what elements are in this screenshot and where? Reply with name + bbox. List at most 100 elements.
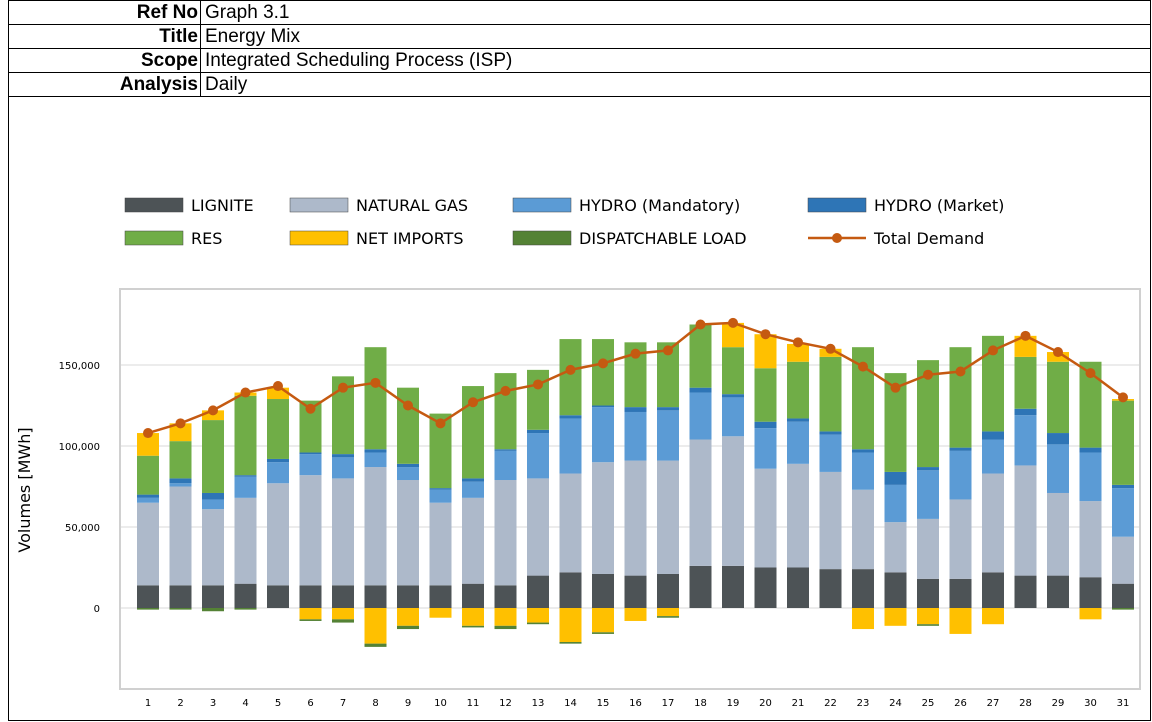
bar-segment bbox=[787, 361, 809, 419]
bar-segment bbox=[169, 486, 192, 586]
bar-segment bbox=[1014, 356, 1037, 409]
bar-segment bbox=[462, 497, 484, 584]
x-tick-label: 17 bbox=[662, 698, 675, 709]
line-marker bbox=[338, 382, 348, 393]
bar-segment bbox=[624, 411, 647, 461]
bar-segment bbox=[364, 643, 387, 647]
bar-segment bbox=[234, 395, 257, 476]
bar-segment bbox=[819, 471, 842, 570]
line-marker bbox=[468, 397, 478, 408]
bar-segment bbox=[364, 347, 387, 450]
legend-swatch bbox=[289, 197, 349, 213]
bar-segment bbox=[852, 449, 874, 453]
bar-segment bbox=[397, 387, 419, 464]
bar-segment bbox=[462, 625, 484, 628]
x-tick-label: 29 bbox=[1052, 698, 1065, 709]
line-marker bbox=[370, 377, 381, 388]
bar-segment bbox=[982, 473, 1004, 573]
bar-segment bbox=[267, 462, 289, 484]
bar-segment bbox=[429, 488, 452, 490]
line-marker bbox=[1085, 368, 1096, 379]
bar-segment bbox=[527, 429, 549, 434]
line-marker bbox=[825, 343, 836, 354]
y-tick-label: 0 bbox=[94, 604, 100, 615]
x-tick-label: 20 bbox=[759, 698, 772, 709]
bar-segment bbox=[1112, 608, 1134, 610]
bar-segment bbox=[299, 608, 322, 620]
bar-segment bbox=[884, 373, 907, 472]
x-tick-label: 15 bbox=[597, 698, 610, 709]
bar-segment bbox=[689, 392, 712, 440]
bar-segment bbox=[852, 569, 874, 608]
bar-segment bbox=[299, 585, 322, 608]
bar-segment bbox=[852, 347, 874, 450]
bar-segment bbox=[364, 608, 387, 644]
line-marker bbox=[760, 329, 771, 340]
bar-segment bbox=[884, 608, 907, 626]
bar-segment bbox=[819, 434, 842, 472]
bar-segment bbox=[592, 608, 614, 633]
bar-segment bbox=[169, 585, 192, 608]
bar-segment bbox=[722, 322, 744, 348]
bar-segment bbox=[332, 478, 354, 586]
legend-label: RES bbox=[191, 229, 222, 248]
bar-segment bbox=[657, 608, 679, 617]
line-marker bbox=[728, 317, 738, 328]
legend-swatch bbox=[512, 230, 572, 246]
bar-segment bbox=[787, 418, 809, 422]
bar-segment bbox=[202, 420, 224, 493]
bar-segment bbox=[397, 463, 419, 468]
bar-segment bbox=[494, 450, 517, 481]
bar-segment bbox=[657, 460, 679, 574]
bar-segment bbox=[202, 492, 224, 500]
bar-segment bbox=[559, 418, 582, 474]
bar-segment bbox=[429, 502, 452, 586]
legend-swatch bbox=[512, 197, 572, 213]
bar-segment bbox=[689, 387, 712, 393]
y-tick-label: 50,000 bbox=[65, 523, 100, 534]
header-value: Daily bbox=[200, 73, 1151, 96]
bar-segment bbox=[137, 502, 159, 586]
bar-segment bbox=[137, 433, 159, 456]
bar-segment bbox=[1079, 501, 1102, 578]
bar-segment bbox=[137, 497, 159, 503]
bar-segment bbox=[332, 454, 354, 458]
y-tick-label: 150,000 bbox=[59, 361, 100, 372]
bar-segment bbox=[234, 475, 257, 477]
bar-segment bbox=[527, 608, 549, 623]
bar-segment bbox=[559, 473, 582, 573]
bar-segment bbox=[234, 476, 257, 498]
bar-segment bbox=[137, 494, 159, 498]
header-row: Analysis Daily bbox=[8, 72, 1151, 97]
bar-segment bbox=[754, 567, 777, 608]
bar-segment bbox=[169, 483, 192, 487]
bar-segment bbox=[949, 608, 972, 634]
line-marker bbox=[695, 319, 706, 330]
bar-segment bbox=[657, 407, 679, 411]
header-row: Title Energy Mix bbox=[8, 24, 1151, 48]
line-marker bbox=[1118, 392, 1128, 403]
bar-segment bbox=[624, 460, 647, 576]
bar-segment bbox=[917, 360, 939, 468]
bar-segment bbox=[494, 585, 517, 608]
bar-segment bbox=[429, 585, 452, 608]
bar-segment bbox=[397, 608, 419, 626]
x-tick-label: 30 bbox=[1084, 698, 1097, 709]
legend-swatch bbox=[289, 230, 349, 246]
bar-segment bbox=[527, 575, 549, 608]
bar-segment bbox=[754, 334, 777, 369]
bar-segment bbox=[657, 573, 679, 608]
line-marker bbox=[175, 418, 186, 429]
bar-segment bbox=[202, 608, 224, 612]
x-tick-label: 3 bbox=[210, 698, 216, 709]
legend-label: HYDRO (Market) bbox=[874, 196, 1004, 215]
bar-segment bbox=[1079, 577, 1102, 608]
bar-segment bbox=[494, 373, 517, 450]
legend-label: LIGNITE bbox=[191, 196, 254, 215]
legend-swatch bbox=[124, 197, 184, 213]
bar-segment bbox=[1079, 361, 1102, 448]
bar-segment bbox=[657, 410, 679, 461]
x-tick-label: 12 bbox=[499, 698, 512, 709]
x-tick-label: 7 bbox=[340, 698, 346, 709]
bar-segment bbox=[819, 431, 842, 435]
